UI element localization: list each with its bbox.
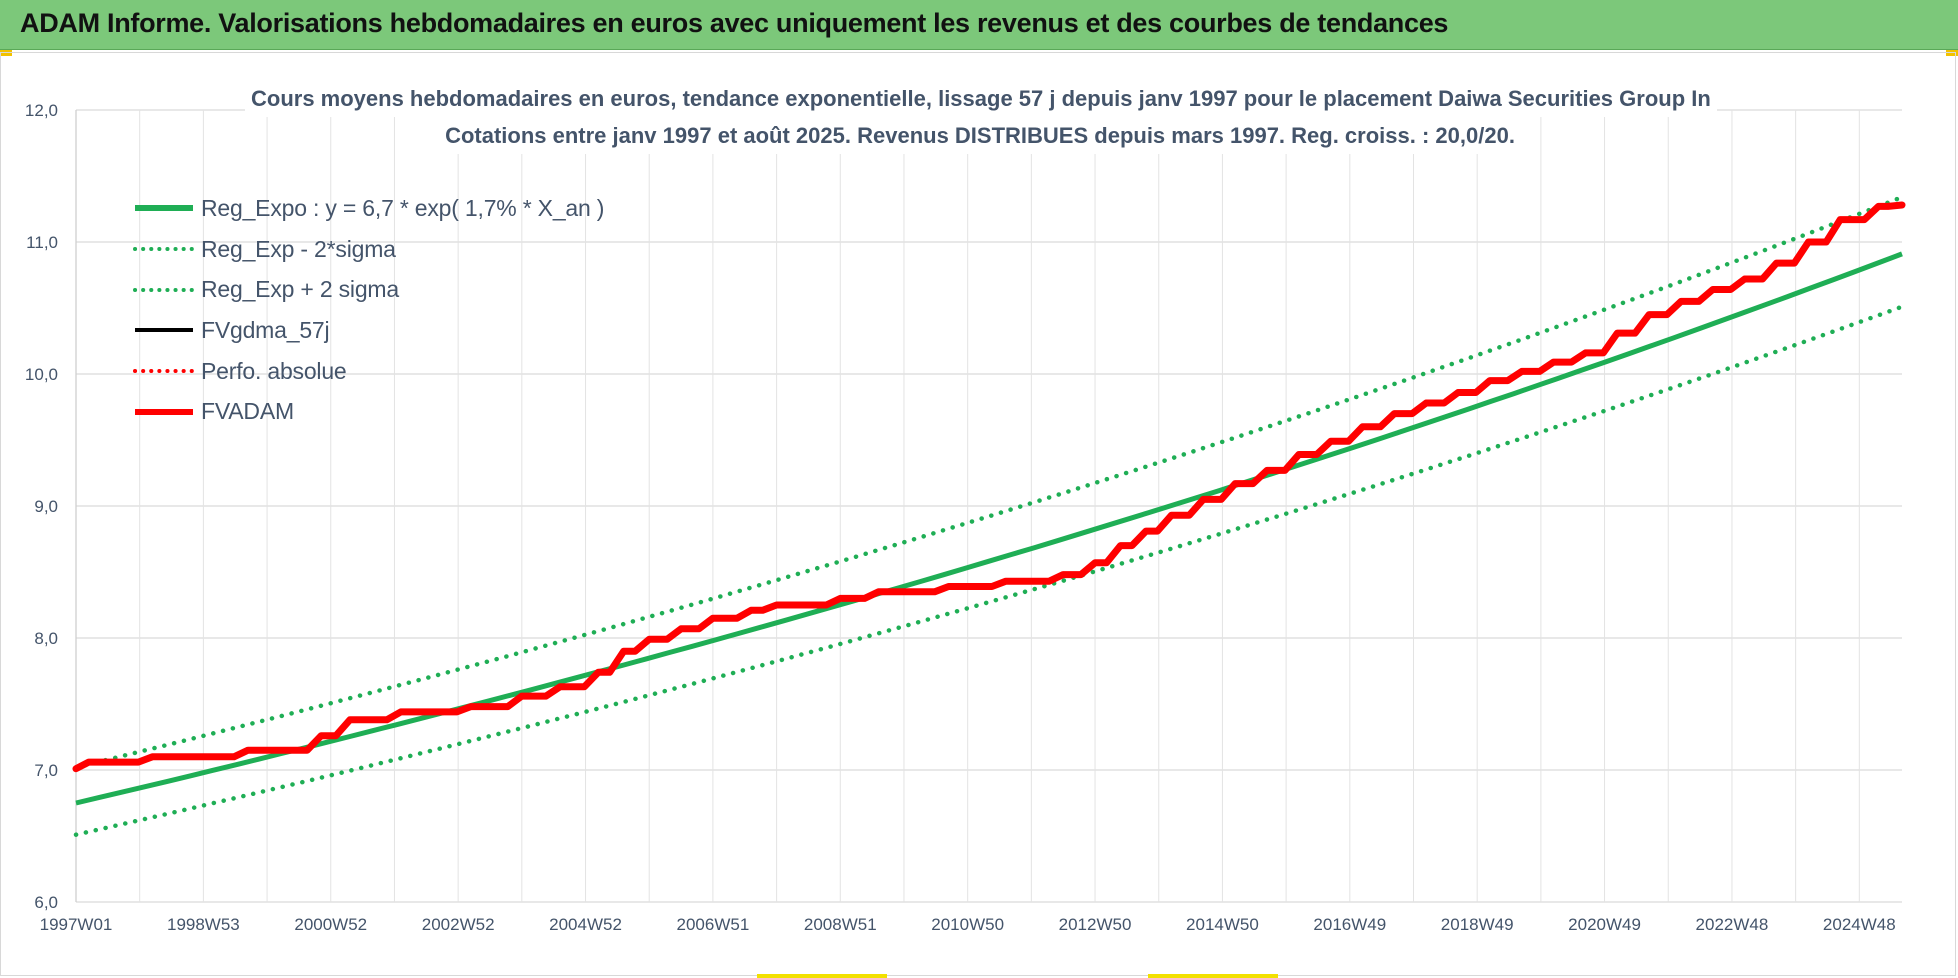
report-title: ADAM Informe. Valorisations hebdomadaire… bbox=[20, 8, 1449, 38]
legend-item: FVgdma_57j bbox=[133, 310, 604, 351]
series-lines bbox=[72, 194, 1906, 837]
chart-title-line1: Cours moyens hebdomadaires en euros, ten… bbox=[245, 80, 1717, 117]
legend-item: Reg_Exp - 2*sigma bbox=[133, 229, 604, 270]
x-tick-label: 1997W01 bbox=[40, 915, 113, 934]
series-line-1 bbox=[73, 304, 1905, 837]
series-line-5 bbox=[72, 201, 1906, 773]
bottom-mark-1 bbox=[757, 974, 887, 978]
legend-item: Reg_Exp + 2 sigma bbox=[133, 269, 604, 310]
x-tick-label: 2014W50 bbox=[1186, 915, 1259, 934]
legend-item: Perfo. absolue bbox=[133, 351, 604, 392]
bottom-mark-2 bbox=[1148, 974, 1278, 978]
y-tick-label: 10,0 bbox=[25, 365, 58, 384]
x-tick-label: 2012W50 bbox=[1059, 915, 1132, 934]
chart-title: Cours moyens hebdomadaires en euros, ten… bbox=[245, 80, 1717, 154]
x-tick-label: 2002W52 bbox=[422, 915, 495, 934]
y-tick-label: 9,0 bbox=[34, 497, 58, 516]
y-tick-label: 12,0 bbox=[25, 101, 58, 120]
x-tick-label: 2024W48 bbox=[1823, 915, 1896, 934]
x-tick-label: 1998W53 bbox=[167, 915, 240, 934]
chart-area: 6,0 7,0 8,0 9,0 10,0 11,0 12,0 1997W01 1998W53 2… bbox=[25, 101, 1906, 934]
legend-swatch bbox=[135, 205, 193, 212]
x-tick-label: 2000W52 bbox=[294, 915, 367, 934]
x-tick-label: 2020W49 bbox=[1568, 915, 1641, 934]
legend-swatch bbox=[135, 328, 193, 333]
legend-swatch bbox=[133, 247, 195, 252]
legend-label: Perfo. absolue bbox=[201, 357, 347, 384]
y-tick-label: 6,0 bbox=[34, 893, 58, 912]
series-line-0 bbox=[75, 251, 1903, 806]
x-tick-label: 2022W48 bbox=[1696, 915, 1769, 934]
x-tick-label: 2010W50 bbox=[931, 915, 1004, 934]
x-axis-ticks: 1997W01 1998W53 2000W52 2002W52 2004W52 2006W… bbox=[40, 915, 1896, 934]
chart-title-line2: Cotations entre janv 1997 et août 2025. … bbox=[439, 117, 1521, 154]
legend-label: Reg_Exp + 2 sigma bbox=[201, 276, 399, 303]
x-tick-label: 2004W52 bbox=[549, 915, 622, 934]
y-tick-label: 11,0 bbox=[26, 233, 58, 252]
legend-swatch bbox=[133, 287, 195, 292]
report-banner: ADAM Informe. Valorisations hebdomadaire… bbox=[0, 0, 1958, 50]
series-line-2 bbox=[73, 194, 1905, 770]
legend-item: Reg_Expo : y = 6,7 * exp( 1,7% * X_an ) bbox=[133, 188, 604, 229]
y-tick-label: 8,0 bbox=[34, 629, 58, 648]
legend-label: Reg_Exp - 2*sigma bbox=[201, 235, 396, 262]
x-tick-label: 2016W49 bbox=[1313, 915, 1386, 934]
y-axis-ticks: 6,0 7,0 8,0 9,0 10,0 11,0 12,0 bbox=[25, 101, 58, 912]
legend-item: FVADAM bbox=[133, 391, 604, 432]
legend-swatch bbox=[133, 369, 195, 374]
chart-frame bbox=[0, 52, 1956, 976]
legend-swatch bbox=[135, 408, 193, 415]
legend-label: FVADAM bbox=[201, 398, 294, 425]
x-tick-label: 2006W51 bbox=[677, 915, 750, 934]
y-tick-label: 7,0 bbox=[34, 761, 58, 780]
corner-mark-right bbox=[1946, 50, 1958, 56]
chart-legend: Reg_Expo : y = 6,7 * exp( 1,7% * X_an ) R… bbox=[133, 188, 604, 432]
corner-mark-left bbox=[0, 50, 12, 56]
legend-label: FVgdma_57j bbox=[201, 316, 330, 343]
x-tick-label: 2008W51 bbox=[804, 915, 877, 934]
x-tick-label: 2018W49 bbox=[1441, 915, 1514, 934]
legend-label: Reg_Expo : y = 6,7 * exp( 1,7% * X_an ) bbox=[201, 194, 605, 221]
